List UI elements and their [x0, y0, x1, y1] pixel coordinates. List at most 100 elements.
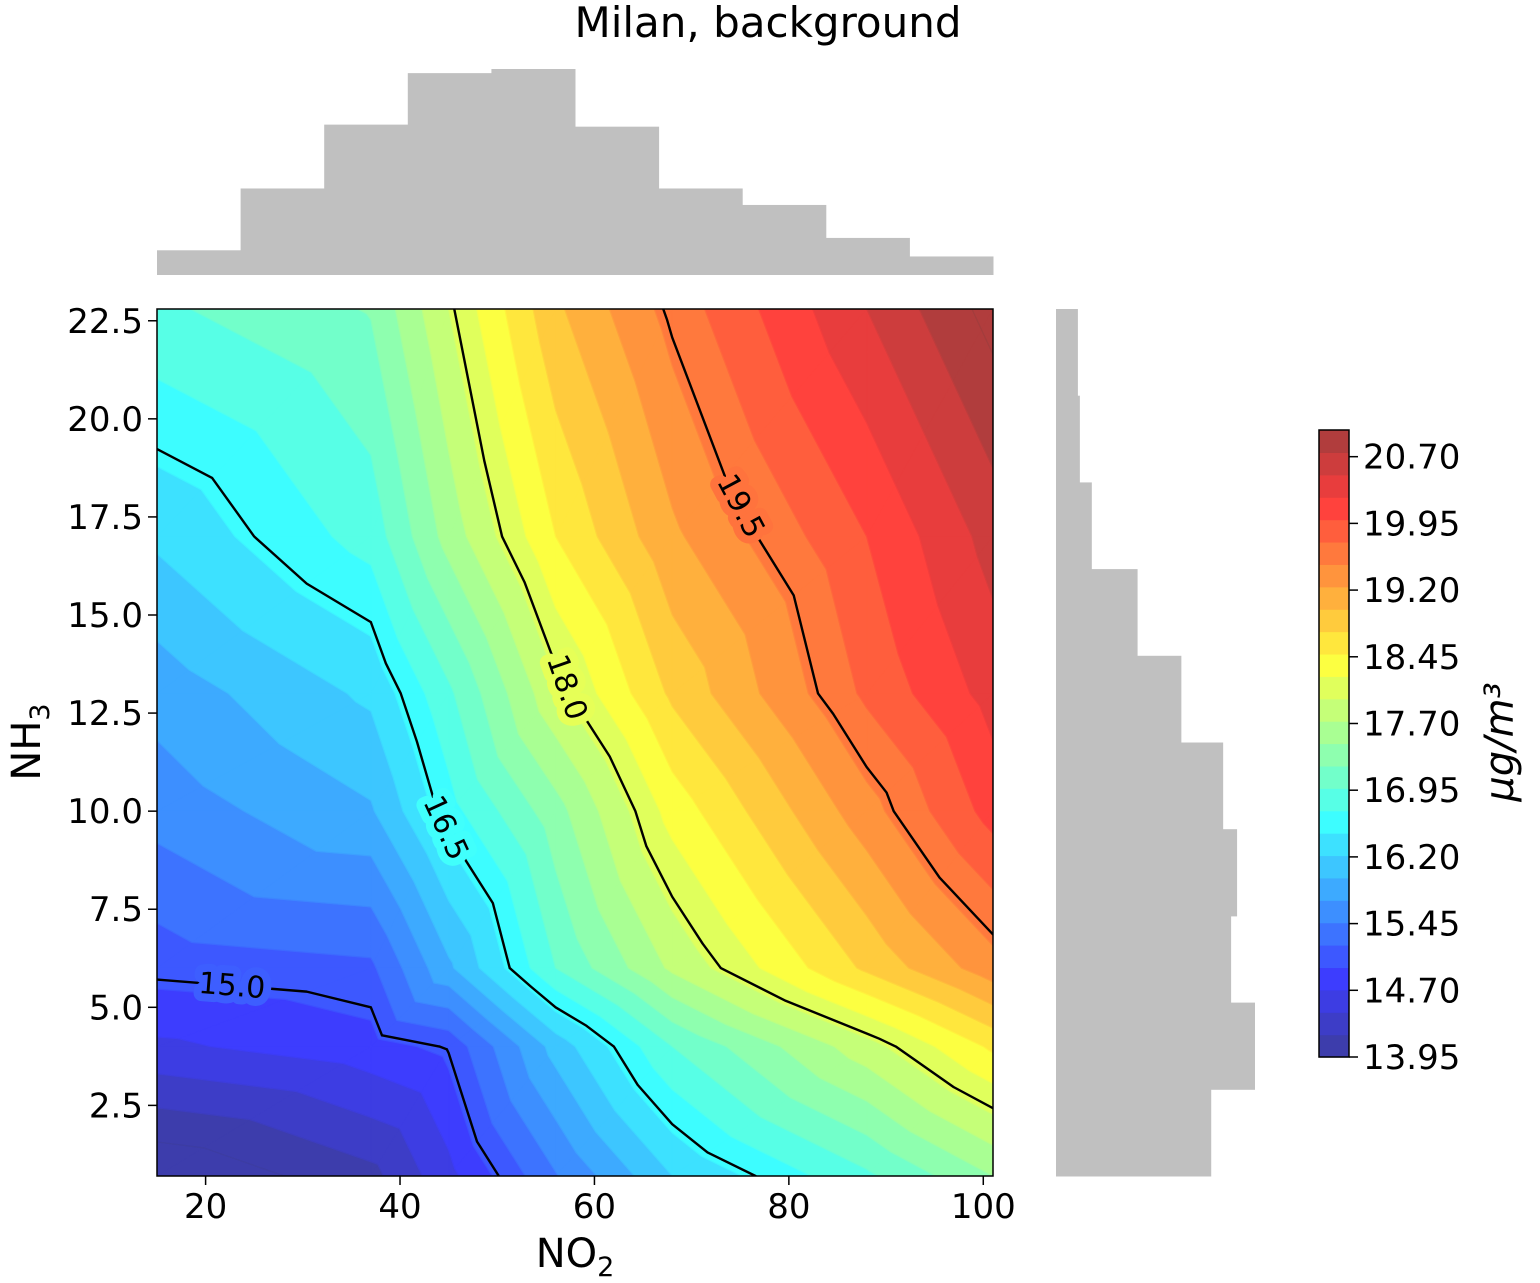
colorbar-swatch [1319, 922, 1349, 946]
x-histogram-bar [909, 256, 994, 275]
x-tick-label: 20 [184, 1187, 227, 1227]
thin-contour-line [157, 740, 597, 1176]
colorbar-swatch [1319, 497, 1349, 521]
contour-band [866, 309, 993, 600]
y-axis-ticks: 2.5 5.0 7.5 10.0 12.5 15.0 17.5 20.0 22.5 [67, 302, 157, 1126]
y-histogram-bar [1056, 655, 1182, 743]
thin-contour-line [563, 309, 993, 1006]
y-tick-label: 5.0 [89, 988, 143, 1028]
x-tick-label: 40 [378, 1187, 421, 1227]
y-tick-label: 10.0 [67, 792, 143, 832]
x-histogram-bar [825, 237, 910, 275]
plot-frame [156, 308, 994, 1177]
y-tick-label: 15.0 [67, 596, 143, 636]
x-axis-label-sub: 2 [597, 1252, 614, 1283]
colorbar-swatch [1319, 721, 1349, 745]
y-tick-label: 17.5 [67, 498, 143, 538]
colorbar-swatch [1319, 989, 1349, 1013]
colorbar-swatch [1319, 564, 1349, 588]
colorbar-tick-label: 14.70 [1363, 971, 1460, 1011]
thin-contour-line [157, 1073, 423, 1176]
colorbar-swatch [1319, 452, 1349, 476]
colorbar-swatch [1319, 945, 1349, 969]
x-axis-label: NO2 [536, 1231, 615, 1283]
contour-line-15.0 [157, 978, 500, 1176]
colorbar-tick-label: 13.95 [1363, 1038, 1460, 1078]
thin-contour-line [758, 309, 993, 834]
x-tick-label: 80 [767, 1187, 810, 1227]
y-tick-label: 20.0 [67, 400, 143, 440]
colorbar-tick-label: 19.20 [1363, 571, 1460, 611]
colorbar-swatch [1319, 519, 1349, 543]
y-histogram-bar [1056, 395, 1080, 483]
x-histogram-bar [575, 126, 660, 276]
thin-contour-lines [157, 309, 993, 1176]
thin-contour-line [394, 309, 993, 1176]
thin-contour-line [448, 309, 993, 1115]
colorbar-tick-label: 15.45 [1363, 905, 1460, 945]
contour-label-group: 15.0 [189, 958, 274, 1014]
thin-contour-line [157, 553, 673, 1176]
colorbar-tick-label: 16.95 [1363, 771, 1460, 811]
y-tick-label: 2.5 [89, 1086, 143, 1126]
colorbar-swatch [1319, 541, 1349, 565]
colorbar-swatch [1319, 900, 1349, 924]
chart-title: Milan, background [574, 0, 961, 47]
y-histogram-bar [1056, 829, 1238, 917]
y-tick-label: 12.5 [67, 694, 143, 734]
x-tick-label: 60 [573, 1187, 616, 1227]
y-histogram-bar [1056, 482, 1092, 570]
y-tick-label: 7.5 [89, 890, 143, 930]
thin-contour-line [157, 1141, 285, 1176]
contour-lines [157, 309, 993, 1176]
thin-contour-line [190, 309, 879, 1176]
colorbar-swatch [1319, 765, 1349, 789]
thin-contour-line [608, 309, 993, 983]
colorbar-swatch [1319, 609, 1349, 633]
colorbar-frame [1318, 429, 1350, 1058]
colorbar-label: μg/m³ [1477, 682, 1523, 802]
thin-contour-line [157, 1036, 460, 1176]
y-histogram-bar [1056, 915, 1232, 1004]
colorbar-swatch [1319, 810, 1349, 834]
colorbar-swatch [1319, 877, 1349, 901]
filled-contours [157, 309, 993, 1176]
y-histogram-bar [1056, 309, 1078, 397]
colorbar-swatch [1319, 676, 1349, 700]
colorbar-tick-label: 20.70 [1363, 438, 1460, 478]
x-histogram-bar [240, 188, 325, 275]
contour-line-18.0 [453, 309, 993, 1110]
thin-contour-line [704, 309, 993, 891]
thin-contour-line [157, 988, 493, 1176]
y-histogram-bar [1056, 1002, 1255, 1090]
y-marginal-histogram [1056, 309, 1255, 1177]
colorbar-tick-label: 17.70 [1363, 704, 1460, 744]
thin-contour-line [157, 378, 812, 1176]
colorbar-swatch [1319, 653, 1349, 677]
colorbar-swatch [1319, 474, 1349, 498]
colorbar-swatch [1319, 833, 1349, 857]
colorbar-swatch [1319, 698, 1349, 722]
x-histogram-bar [407, 73, 492, 276]
x-histogram-bar [491, 69, 576, 275]
x-marginal-histogram [157, 69, 994, 276]
thin-contour-line [357, 309, 936, 1176]
thin-contour-line [157, 640, 635, 1176]
colorbar-swatch [1319, 430, 1349, 453]
thin-contour-line [866, 309, 993, 600]
y-tick-label: 22.5 [67, 302, 143, 342]
thin-contour-line [971, 309, 993, 355]
thin-contour-line [532, 309, 993, 1029]
y-axis-label-sub: 3 [25, 703, 56, 720]
y-histogram-bar [1056, 569, 1138, 657]
thin-contour-line [157, 842, 560, 1176]
thin-contour-line [157, 1107, 384, 1176]
x-axis-label-base: NO [536, 1231, 597, 1277]
thin-contour-line [812, 309, 993, 741]
thin-contour-line [421, 309, 993, 1146]
thin-contour-line [653, 309, 993, 947]
y-axis-label: NH3 [4, 703, 56, 780]
thin-contour-line [157, 922, 526, 1176]
colorbar-swatch [1319, 855, 1349, 879]
